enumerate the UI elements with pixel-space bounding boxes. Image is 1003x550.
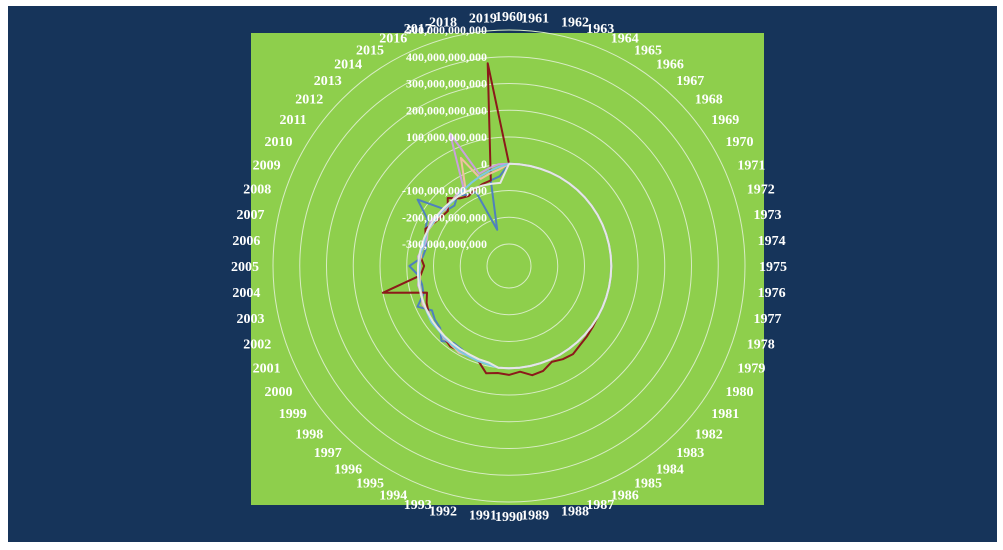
- category-label-2019: 2019: [469, 11, 497, 26]
- category-label-1996: 1996: [334, 462, 362, 477]
- category-label-1976: 1976: [758, 286, 786, 301]
- category-label-1984: 1984: [656, 462, 684, 477]
- category-label-1994: 1994: [379, 488, 407, 503]
- category-label-1997: 1997: [314, 446, 342, 461]
- category-label-1962: 1962: [561, 16, 589, 31]
- category-label-1981: 1981: [711, 407, 739, 422]
- grid-ring: [379, 136, 639, 396]
- category-label-2001: 2001: [253, 362, 281, 377]
- category-label-1967: 1967: [676, 74, 704, 89]
- series-line-6: [417, 162, 613, 370]
- category-label-1989: 1989: [521, 509, 549, 524]
- category-label-2009: 2009: [253, 158, 281, 173]
- category-label-1992: 1992: [429, 505, 457, 520]
- category-label-2018: 2018: [429, 16, 457, 31]
- grid-ring: [352, 109, 666, 423]
- grid-ring: [433, 190, 585, 342]
- plot-background: [251, 33, 764, 505]
- category-label-1968: 1968: [695, 93, 723, 108]
- category-label-2013: 2013: [314, 74, 342, 89]
- category-label-2005: 2005: [231, 260, 259, 275]
- category-label-1999: 1999: [279, 407, 307, 422]
- category-label-1978: 1978: [747, 337, 775, 352]
- chart-area: -300,000,000,000 -200,000,000,000 -100,000…: [8, 6, 997, 542]
- category-label-1991: 1991: [469, 509, 497, 524]
- category-label-2008: 2008: [243, 183, 271, 198]
- category-label-1969: 1969: [711, 113, 739, 128]
- category-label-1970: 1970: [726, 135, 754, 150]
- category-label-1993: 1993: [404, 498, 432, 513]
- r-tick-label: 100,000,000,000: [406, 130, 487, 144]
- r-tick-label: 400,000,000,000: [406, 50, 487, 64]
- category-label-1964: 1964: [611, 32, 639, 47]
- grid-ring: [459, 216, 559, 316]
- grid-ring: [272, 29, 746, 503]
- r-tick-label: 500,000,000,000: [406, 23, 487, 37]
- category-label-1965: 1965: [634, 44, 662, 59]
- category-label-1973: 1973: [754, 208, 782, 223]
- radar-chart: -300,000,000,000 -200,000,000,000 -100,000…: [8, 6, 997, 542]
- category-label-2012: 2012: [295, 93, 323, 108]
- category-label-1963: 1963: [586, 22, 614, 37]
- category-label-2003: 2003: [237, 312, 265, 327]
- category-label-1995: 1995: [356, 477, 384, 492]
- category-label-1966: 1966: [656, 58, 684, 73]
- category-label-1971: 1971: [737, 158, 765, 173]
- r-tick-label: -200,000,000,000: [402, 210, 487, 224]
- category-label-2014: 2014: [334, 58, 362, 73]
- category-label-2011: 2011: [279, 113, 306, 128]
- category-label-2015: 2015: [356, 44, 384, 59]
- category-label-1977: 1977: [754, 312, 782, 327]
- category-label-1974: 1974: [758, 234, 786, 249]
- category-label-1990: 1990: [495, 510, 523, 525]
- category-label-1986: 1986: [611, 488, 639, 503]
- grid-ring: [299, 56, 719, 476]
- category-label-2010: 2010: [265, 135, 293, 150]
- r-tick-label: -100,000,000,000: [402, 184, 487, 198]
- category-label-1982: 1982: [695, 427, 723, 442]
- category-label-1988: 1988: [561, 505, 589, 520]
- category-label-1983: 1983: [676, 446, 704, 461]
- category-label-1979: 1979: [737, 362, 765, 377]
- r-tick-label: -300,000,000,000: [402, 237, 487, 251]
- r-tick-label: 0: [481, 157, 487, 171]
- category-label-1972: 1972: [747, 183, 775, 198]
- category-label-2000: 2000: [265, 385, 293, 400]
- category-label-1980: 1980: [726, 385, 754, 400]
- category-label-1975: 1975: [759, 260, 787, 275]
- category-label-2002: 2002: [243, 337, 271, 352]
- grid-ring: [326, 83, 692, 449]
- category-label-2007: 2007: [237, 208, 265, 223]
- r-tick-label: 200,000,000,000: [406, 103, 487, 117]
- category-label-2016: 2016: [379, 32, 407, 47]
- r-tick-label: 300,000,000,000: [406, 77, 487, 91]
- category-label-1985: 1985: [634, 477, 662, 492]
- category-label-2006: 2006: [232, 234, 260, 249]
- grid-ring: [486, 243, 532, 289]
- category-label-1961: 1961: [521, 11, 549, 26]
- category-label-2004: 2004: [232, 286, 260, 301]
- category-label-1960: 1960: [495, 10, 523, 25]
- category-label-1998: 1998: [295, 427, 323, 442]
- category-label-2017: 2017: [404, 22, 432, 37]
- category-label-1987: 1987: [586, 498, 614, 513]
